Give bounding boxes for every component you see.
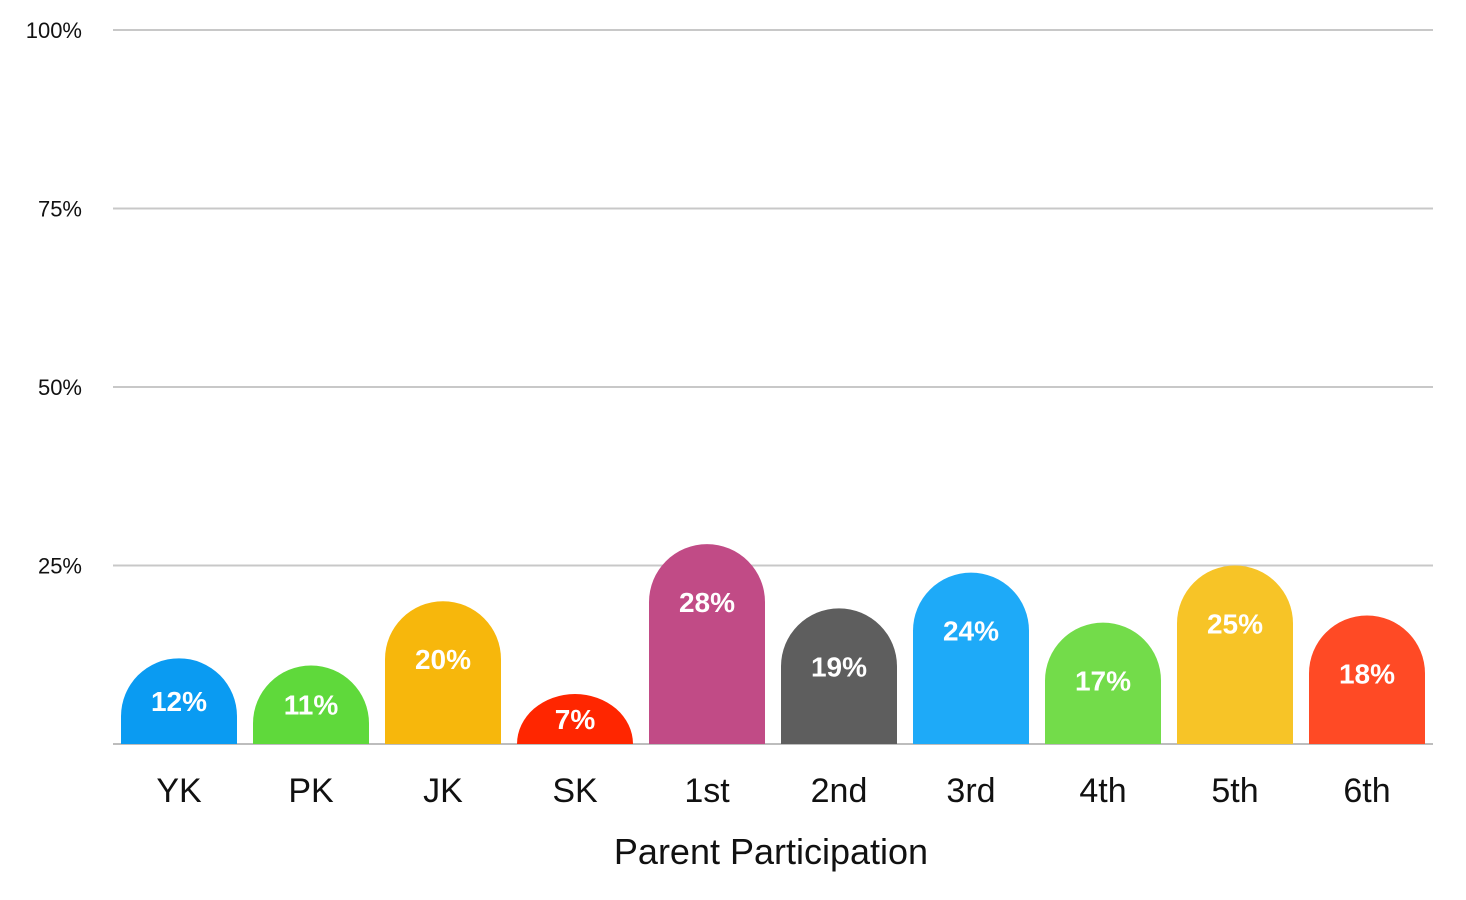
- data-label: 24%: [943, 616, 999, 647]
- bar: [1045, 622, 1161, 744]
- x-tick-label: 6th: [1343, 772, 1390, 810]
- x-tick-label: 3rd: [946, 772, 995, 810]
- y-tick-label: 100%: [26, 18, 82, 43]
- bar: [253, 665, 369, 744]
- data-label: 7%: [555, 704, 596, 735]
- x-axis-ticks: YK PK JK SK 1st 2nd 3rd 4th 5th 6th: [156, 772, 1390, 810]
- x-tick-label: PK: [288, 772, 334, 810]
- y-tick-label: 50%: [38, 375, 82, 400]
- data-labels: 12% 11% 20% 7% 28% 19% 24% 17% 25% 18%: [151, 587, 1395, 735]
- bar: [781, 608, 897, 744]
- bar: [1309, 615, 1425, 744]
- data-label: 17%: [1075, 666, 1131, 697]
- x-tick-label: SK: [552, 772, 598, 810]
- y-axis-ticks: 25% 50% 75% 100%: [26, 18, 82, 579]
- data-label: 28%: [679, 587, 735, 618]
- data-label: 12%: [151, 686, 207, 717]
- bar: [385, 601, 501, 744]
- bar: [913, 572, 1029, 744]
- bar: [1177, 565, 1293, 744]
- data-label: 11%: [284, 690, 339, 721]
- data-label: 19%: [811, 651, 867, 682]
- x-tick-label: 4th: [1079, 772, 1126, 810]
- y-tick-label: 25%: [38, 554, 82, 579]
- x-tick-label: YK: [156, 772, 202, 810]
- bar: [649, 544, 765, 744]
- bar: [517, 694, 633, 744]
- x-tick-label: 2nd: [811, 772, 868, 810]
- x-tick-label: 5th: [1211, 772, 1258, 810]
- x-tick-label: JK: [423, 772, 463, 810]
- data-label: 20%: [415, 644, 471, 675]
- data-label: 18%: [1339, 658, 1395, 689]
- bars: [121, 544, 1425, 744]
- x-axis-title: Parent Participation: [614, 831, 928, 872]
- y-tick-label: 75%: [38, 197, 82, 222]
- data-label: 25%: [1207, 609, 1263, 640]
- x-tick-label: 1st: [684, 772, 730, 810]
- bar: [121, 658, 237, 744]
